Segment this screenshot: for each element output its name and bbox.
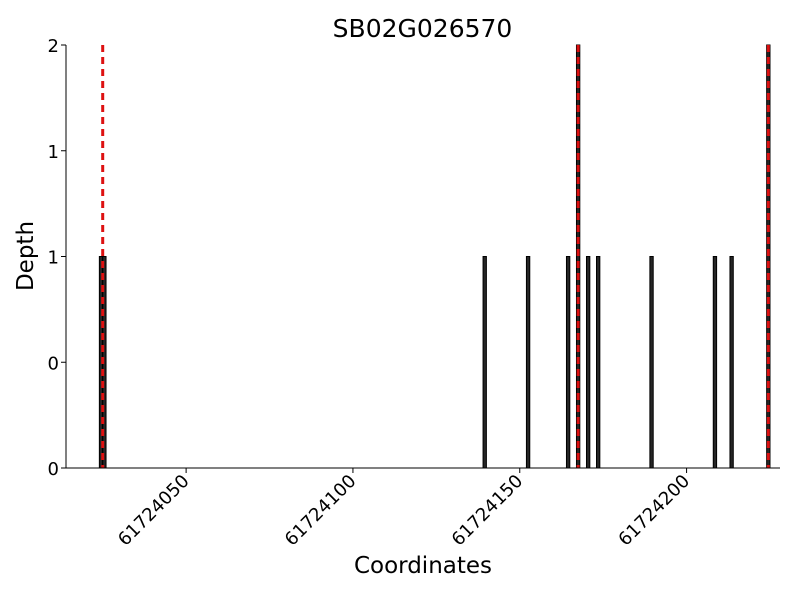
bar	[729, 256, 734, 469]
bar	[585, 256, 591, 469]
y-axis-label: Depth	[13, 220, 39, 292]
bar	[649, 256, 654, 469]
y-tick-label: 0	[48, 459, 59, 480]
chart-title: SB02G026570	[332, 14, 513, 43]
chart-marks	[98, 44, 771, 469]
y-tick-label: 2	[48, 36, 59, 57]
bar	[525, 256, 531, 469]
y-tick-label: 0	[48, 353, 59, 374]
x-tick-label: 61724100	[281, 471, 361, 551]
y-tick-label: 1	[48, 142, 59, 163]
x-tick-label: 61724200	[614, 471, 694, 551]
x-axis-label: Coordinates	[353, 553, 493, 579]
bar	[712, 256, 718, 469]
bar	[595, 256, 601, 469]
bar	[565, 256, 571, 469]
y-tick-label: 1	[48, 248, 59, 269]
x-tick-label: 61724050	[114, 471, 194, 551]
bar	[482, 256, 487, 469]
x-tick-label: 61724150	[448, 471, 528, 551]
